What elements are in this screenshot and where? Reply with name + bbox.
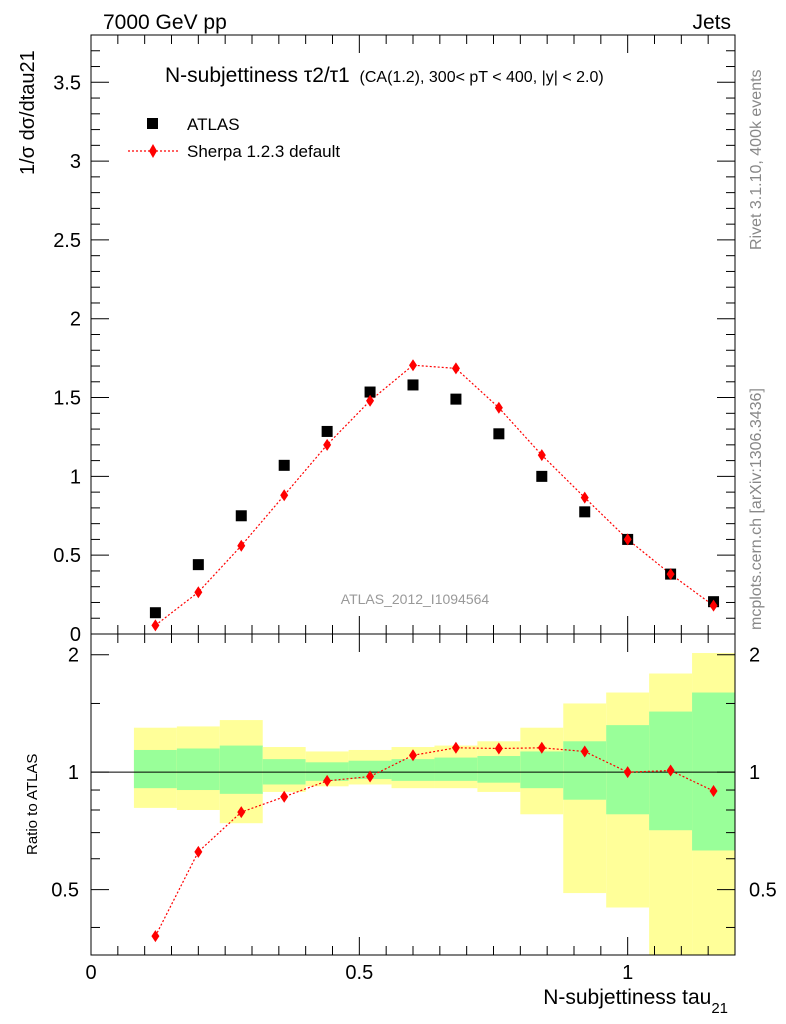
ratio-y-axis-label: Ratio to ATLAS <box>24 754 41 855</box>
atlas-point <box>579 506 591 518</box>
sherpa-point <box>194 586 203 599</box>
main-title: N-subjettiness τ2/τ1 (CA(1.2), 300< pT <… <box>165 64 604 87</box>
sherpa-point <box>494 401 503 414</box>
sherpa-point <box>366 394 375 407</box>
ratio-band-inner <box>391 759 435 781</box>
sherpa-point <box>151 619 160 632</box>
ratio-point <box>494 742 503 755</box>
main-panel: 0 0.5 1 1.5 2 2.5 3 3.5 N-subjettiness τ2/τ1 (C… <box>17 34 736 646</box>
ratio-band-inner <box>176 748 220 791</box>
ratio-band-inner <box>520 751 564 789</box>
y-tick-label: 1 <box>70 466 81 488</box>
sherpa-point <box>237 539 246 552</box>
header-left: 7000 GeV pp <box>103 11 227 34</box>
sherpa-line <box>155 364 714 626</box>
atlas-point <box>536 470 548 482</box>
ratio-y-tick-label: 2 <box>68 645 79 667</box>
y-tick-label: 2 <box>70 309 81 331</box>
x-tick-label: 0.5 <box>345 962 373 984</box>
atlas-point <box>364 386 376 398</box>
ratio-y-tick-label-right: 2 <box>749 645 760 667</box>
atlas-point <box>192 559 204 571</box>
ratio-point <box>537 741 546 754</box>
x-tick-label: 1 <box>622 962 633 984</box>
y-tick-label: 1.5 <box>53 388 81 410</box>
ratio-point <box>409 749 417 762</box>
ratio-point <box>580 745 589 758</box>
sherpa-point <box>280 489 289 502</box>
sherpa-point <box>709 599 718 612</box>
ratio-point <box>237 806 246 819</box>
sherpa-point <box>623 533 632 546</box>
y-tick-label: 0.5 <box>53 545 81 567</box>
ratio-point <box>280 790 289 803</box>
ratio-y-tick-label: 0.5 <box>51 880 79 902</box>
ratio-band-inner <box>305 762 349 781</box>
atlas-point <box>450 393 462 405</box>
ratio-point <box>623 766 632 779</box>
ratio-y-tick-label: 1 <box>68 762 79 784</box>
atlas-point <box>278 459 290 471</box>
y-tick-label: 3.5 <box>53 72 81 94</box>
ratio-point <box>666 764 675 777</box>
x-tick-label: 0 <box>85 962 96 984</box>
sherpa-point <box>451 362 460 375</box>
atlas-point <box>235 510 247 522</box>
atlas-point <box>493 428 505 440</box>
atlas-point <box>407 379 419 391</box>
sherpa-point <box>666 568 675 581</box>
legend-label-sherpa: Sherpa 1.2.3 default <box>187 142 340 161</box>
ratio-point <box>451 741 460 754</box>
y-tick-label: 0 <box>70 624 81 646</box>
legend-label-atlas: ATLAS <box>187 115 240 134</box>
ratio-band-inner <box>219 745 263 794</box>
sherpa-point <box>323 438 332 451</box>
ratio-band-inner <box>133 749 177 789</box>
ratio-band-inner <box>348 760 392 780</box>
ratio-point <box>709 784 718 797</box>
y-tick-label: 3 <box>70 151 81 173</box>
sherpa-point <box>409 359 417 372</box>
ratio-y-tick-label-right: 0.5 <box>749 880 777 902</box>
ratio-line <box>154 747 714 937</box>
ratio-point <box>323 774 332 787</box>
ratio-y-tick-label-right: 1 <box>749 762 760 784</box>
y-tick-label: 2.5 <box>53 230 81 252</box>
rivet-label: Rivet 3.1.10, 400k events <box>748 69 765 250</box>
ratio-band-inner <box>692 692 735 851</box>
x-axis-label: N-subjettiness tau21 <box>543 986 728 1017</box>
watermark: ATLAS_2012_I1094564 <box>341 591 490 607</box>
atlas-point <box>321 425 333 437</box>
ratio-point <box>151 930 160 943</box>
legend-marker-sherpa <box>149 144 157 158</box>
y-axis-label: 1/σ dσ/dtau21 <box>17 50 39 175</box>
ratio-panel: 0.5 0.5 1 1 2 2 0 0.5 1 Ratio to ATLAS N-subjet… <box>24 633 777 1017</box>
sherpa-point <box>537 449 546 462</box>
header-right: Jets <box>692 11 731 34</box>
atlas-point <box>149 607 161 619</box>
ratio-band-inner <box>477 756 521 783</box>
ratio-point <box>366 770 375 783</box>
mcplots-label: mcplots.cern.ch [arXiv:1306.3436] <box>748 388 765 630</box>
ratio-point <box>194 845 203 858</box>
legend: ATLAS Sherpa 1.2.3 default <box>128 115 340 161</box>
legend-marker-atlas <box>147 118 158 129</box>
sherpa-point <box>580 491 589 504</box>
ratio-band-inner <box>434 757 478 781</box>
